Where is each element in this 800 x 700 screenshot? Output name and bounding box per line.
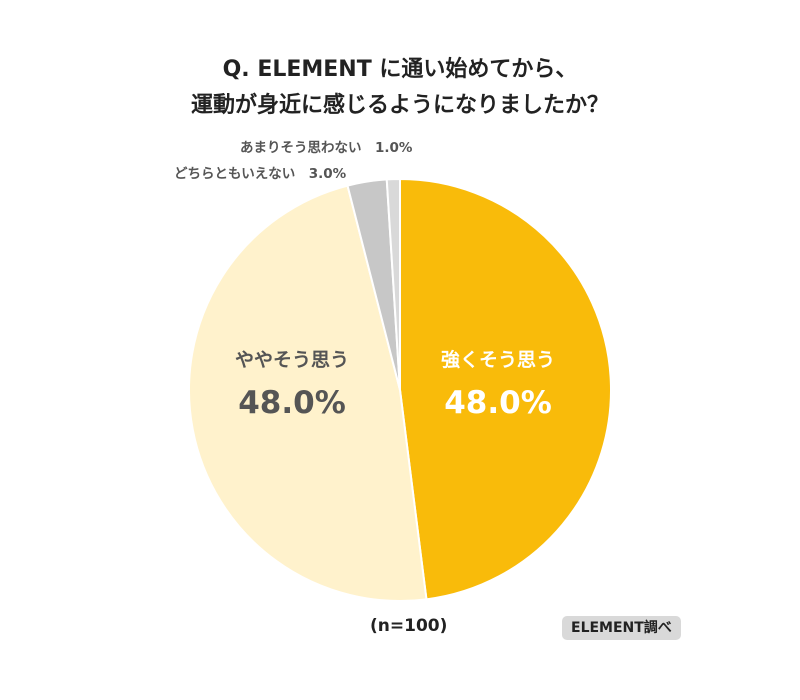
pie-slice-1 [399,177,612,601]
slice-label-1: 強くそう思う [441,349,555,371]
source-badge: ELEMENT調べ [562,616,681,640]
pie-slice-4 [385,177,401,391]
slice-label-2: ややそう思う [235,349,349,371]
label-neutral: どちらともいえない 3.0% [174,166,347,182]
pie-slice-2 [188,184,428,602]
sample-size-note: (n=100) [370,616,448,636]
slice-value-2: 48.0% [238,385,346,421]
chart-title-line-1: Q. ELEMENT に通い始めてから、 [222,57,578,82]
slice-value-1: 48.0% [444,385,552,421]
label-rarely-agree: あまりそう思わない 1.0% [240,140,413,156]
chart-title-line-2: 運動が身近に感じるようになりましたか？ [190,93,609,118]
chart-title: Q. ELEMENT に通い始めてから、 運動が身近に感じるようになりましたか？ [0,52,800,124]
